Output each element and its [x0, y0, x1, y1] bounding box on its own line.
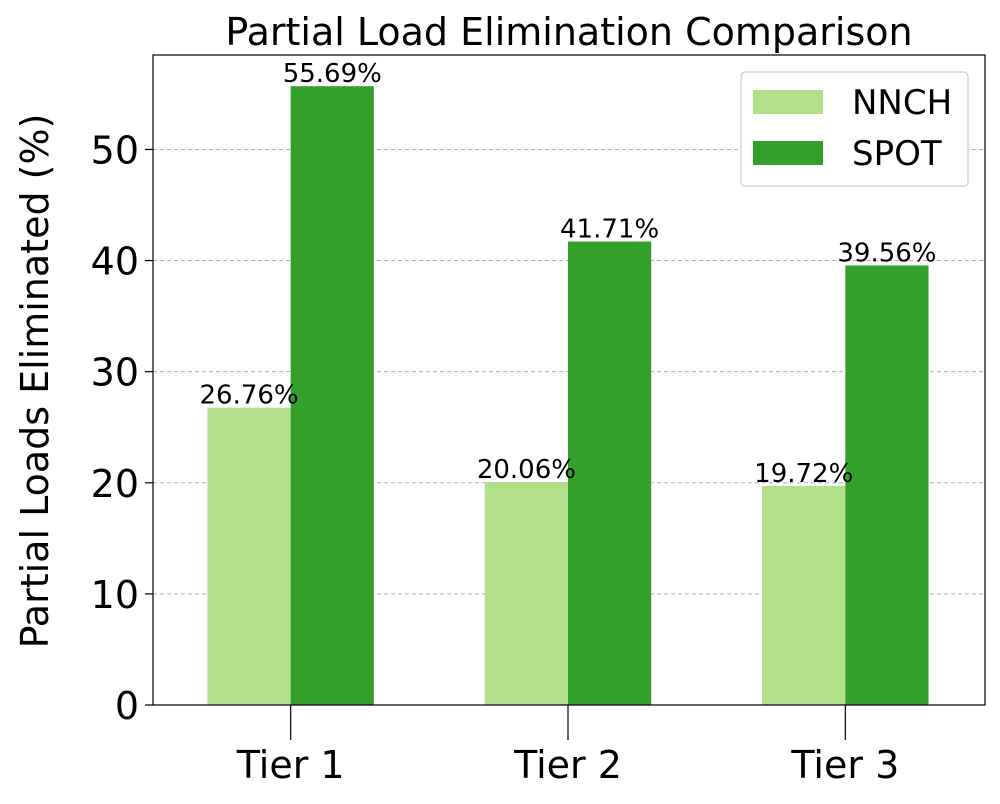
bar-value-label: 19.72%: [754, 459, 853, 489]
bar-value-label: 41.71%: [560, 215, 659, 245]
bar-spot-3: [845, 265, 929, 705]
y-tick-label: 40: [91, 240, 139, 284]
bars-layer: [207, 86, 929, 706]
legend-label-spot: SPOT: [852, 134, 942, 174]
x-axis: Tier 1 Tier 2 Tier 3: [236, 705, 899, 787]
bar-value-label: 39.56%: [837, 238, 936, 268]
y-axis: 0 10 20 30 40 50: [91, 128, 153, 728]
plot-frame: [152, 54, 986, 706]
legend: NNCH SPOT: [740, 71, 969, 187]
bar-labels-layer: 26.76% 20.06% 19.72% 55.69% 41.71% 39.56%: [199, 59, 936, 489]
y-tick-label: 0: [115, 684, 139, 728]
x-tick-label: Tier 1: [236, 743, 345, 787]
bar-nnch-1: [207, 407, 291, 705]
y-axis-label: Partial Loads Eliminated (%): [13, 114, 57, 649]
x-tick-label: Tier 3: [790, 743, 899, 787]
y-tick-label: 30: [91, 351, 139, 395]
bar-nnch-3: [762, 485, 846, 705]
bar-value-label: 55.69%: [283, 59, 382, 89]
bar-spot-2: [568, 241, 652, 706]
legend-swatch-spot: [753, 141, 823, 165]
x-tick-label: Tier 2: [513, 743, 622, 787]
bar-value-label: 20.06%: [477, 455, 576, 485]
legend-swatch-nnch: [753, 90, 823, 114]
bar-value-label: 26.76%: [199, 381, 298, 411]
legend-label-nnch: NNCH: [852, 83, 952, 123]
bar-spot-1: [290, 86, 374, 705]
chart-title: Partial Load Elimination Comparison: [225, 10, 912, 54]
y-tick-label: 20: [91, 462, 139, 506]
y-tick-label: 50: [91, 128, 139, 172]
y-tick-label: 10: [91, 573, 139, 617]
bar-nnch-2: [484, 482, 568, 705]
